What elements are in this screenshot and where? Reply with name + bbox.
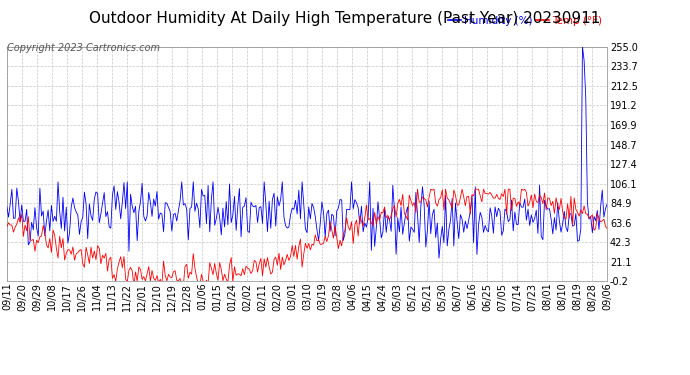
Text: Copyright 2023 Cartronics.com: Copyright 2023 Cartronics.com <box>7 43 160 53</box>
Text: Outdoor Humidity At Daily High Temperature (Past Year) 20230911: Outdoor Humidity At Daily High Temperatu… <box>89 11 601 26</box>
Legend: Humidity (%), Temp (°F): Humidity (%), Temp (°F) <box>448 16 602 26</box>
